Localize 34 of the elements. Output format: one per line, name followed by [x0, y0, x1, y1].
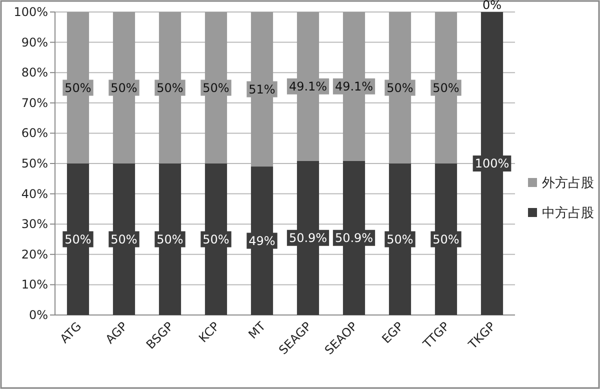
- data-label: 50%: [386, 80, 414, 95]
- data-label: 50%: [64, 232, 92, 246]
- data-label: 50%: [202, 232, 230, 246]
- legend-label: 外方占股: [542, 175, 594, 191]
- data-label: 50.9%: [334, 230, 374, 245]
- y-tick-label: 40%: [21, 186, 48, 201]
- data-label: 50.9%: [288, 230, 328, 245]
- data-label: 50%: [110, 80, 138, 95]
- data-label: 50%: [156, 80, 184, 95]
- y-tick-label: 100%: [14, 5, 48, 19]
- legend-label: 中方占股: [542, 205, 594, 221]
- y-tick-label: 10%: [21, 278, 48, 292]
- data-label: 50%: [64, 80, 92, 95]
- data-label: 50%: [156, 232, 184, 246]
- data-label: 100%: [474, 156, 510, 170]
- data-label: 49.1%: [288, 79, 328, 94]
- data-label: 50%: [110, 232, 138, 246]
- y-tick-label: 20%: [21, 247, 48, 262]
- y-tick-label: 60%: [21, 126, 48, 140]
- y-tick-label: 50%: [21, 156, 48, 170]
- data-label: 50%: [386, 232, 414, 246]
- y-tick-label: 30%: [21, 217, 48, 232]
- y-tick-label: 70%: [21, 96, 48, 110]
- data-label: 49%: [248, 234, 276, 248]
- data-label: 50%: [432, 80, 460, 95]
- y-tick-label: 0%: [28, 308, 48, 322]
- data-label: 51%: [248, 82, 276, 96]
- data-label: 0%: [482, 0, 502, 12]
- data-label: 49.1%: [334, 79, 374, 94]
- data-label: 50%: [432, 232, 460, 246]
- x-tick-label: MT: [246, 318, 269, 342]
- y-tick-label: 90%: [21, 35, 48, 50]
- data-label: 50%: [202, 80, 230, 95]
- y-tick-label: 80%: [21, 66, 48, 80]
